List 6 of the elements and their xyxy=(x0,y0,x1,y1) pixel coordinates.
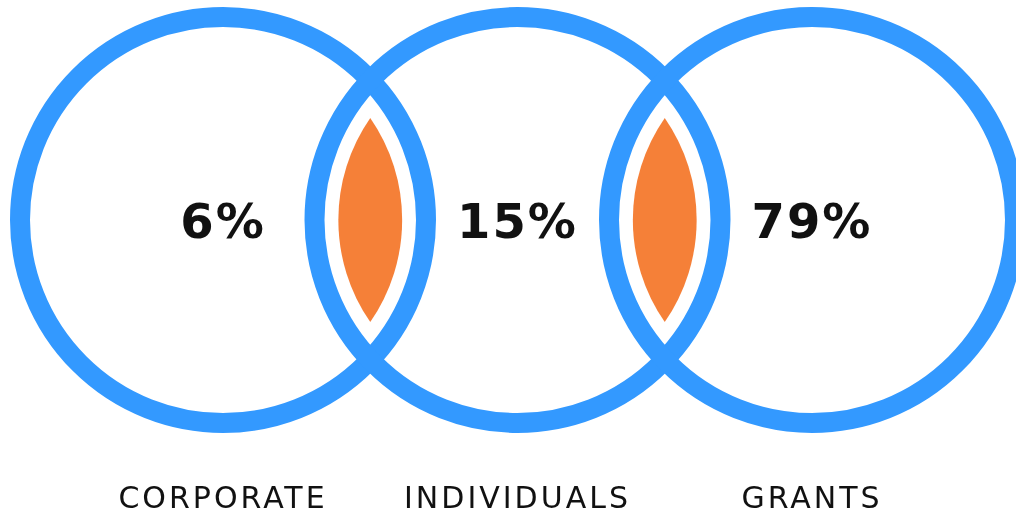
data-label: 15% xyxy=(457,193,578,249)
category-label: CORPORATE xyxy=(118,480,328,515)
data-label: 6% xyxy=(180,193,266,249)
category-label: INDIVIDUALS xyxy=(404,480,631,515)
data-label: 79% xyxy=(751,193,873,249)
category-label: GRANTS xyxy=(741,480,883,515)
